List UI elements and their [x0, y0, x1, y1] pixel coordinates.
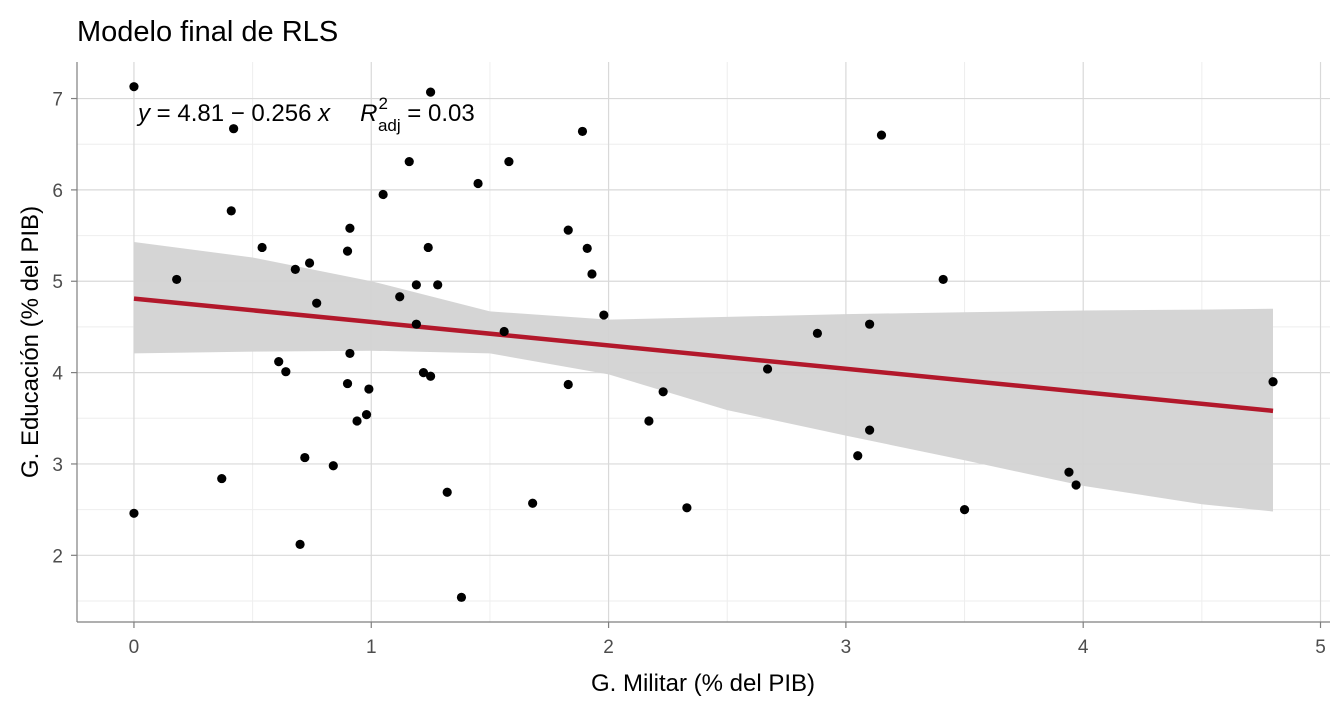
- data-point-44: [599, 310, 609, 320]
- data-point-8: [274, 357, 284, 367]
- confidence-ribbon: [134, 242, 1273, 512]
- data-point-24: [395, 292, 405, 302]
- data-point-16: [342, 246, 353, 256]
- data-point-28: [418, 368, 429, 378]
- data-point-4: [217, 473, 227, 484]
- y-tick-label: 4: [52, 364, 63, 385]
- y-tick-label: 6: [52, 181, 63, 202]
- data-point-43: [587, 269, 597, 279]
- data-point-5: [226, 206, 236, 216]
- data-point-42: [582, 243, 592, 253]
- equation-r-label: R: [360, 100, 377, 127]
- data-points: [129, 82, 1278, 602]
- y-tick-label: 3: [52, 455, 63, 476]
- data-point-58: [1268, 377, 1278, 387]
- data-point-40: [563, 379, 573, 390]
- data-point-36: [499, 326, 509, 337]
- data-point-2: [129, 508, 139, 518]
- data-point-31: [425, 87, 436, 97]
- data-point-22: [364, 384, 374, 394]
- x-axis-ticks: 0 1 2 3 4 5: [129, 622, 1326, 658]
- data-point-23: [378, 189, 388, 200]
- regression-equation: y = 4.81 − 0.256 x R2 adj = 0.03: [136, 94, 475, 135]
- data-point-45: [644, 416, 654, 426]
- equation-y-variable: y: [136, 100, 152, 127]
- equation-x-variable: x: [317, 100, 331, 127]
- data-point-19: [345, 348, 355, 359]
- data-point-55: [959, 505, 970, 515]
- x-tick-label: 4: [1078, 637, 1089, 658]
- data-point-47: [682, 503, 692, 513]
- data-point-37: [504, 156, 514, 167]
- data-point-30: [425, 371, 436, 381]
- data-point-18: [345, 223, 355, 233]
- data-point-27: [411, 319, 421, 329]
- equation-r-subscript: adj: [378, 116, 401, 135]
- x-tick-label: 0: [129, 637, 140, 658]
- data-point-17: [342, 378, 353, 389]
- data-point-54: [938, 274, 948, 285]
- data-point-26: [411, 280, 421, 290]
- data-point-33: [442, 487, 452, 497]
- data-point-15: [328, 461, 338, 471]
- chart-title: Modelo final de RLS: [77, 16, 338, 48]
- data-point-50: [853, 451, 863, 461]
- data-point-3: [172, 274, 182, 285]
- equation-r-superscript: 2: [378, 94, 387, 113]
- data-point-39: [563, 225, 573, 235]
- y-axis-title: G. Educación (% del PIB): [17, 206, 44, 478]
- data-point-13: [304, 258, 315, 268]
- data-point-6: [229, 124, 239, 134]
- data-point-48: [762, 364, 773, 374]
- data-point-20: [352, 416, 362, 426]
- data-point-11: [295, 539, 305, 549]
- equation-r-value: = 0.03: [401, 100, 475, 127]
- data-point-1: [129, 82, 139, 92]
- data-point-25: [404, 156, 414, 167]
- data-point-51: [865, 425, 875, 435]
- data-point-57: [1071, 480, 1081, 490]
- x-tick-label: 1: [366, 637, 377, 658]
- regression-line: [133, 296, 1274, 414]
- data-point-46: [658, 387, 668, 397]
- data-point-29: [423, 242, 433, 253]
- data-point-14: [312, 298, 322, 308]
- data-point-7: [257, 242, 267, 253]
- y-tick-label: 2: [52, 546, 63, 567]
- data-point-41: [577, 126, 588, 137]
- data-point-49: [812, 328, 823, 338]
- x-axis-title: G. Militar (% del PIB): [591, 670, 815, 697]
- data-point-52: [865, 319, 875, 329]
- data-point-9: [281, 367, 291, 377]
- data-point-53: [876, 130, 887, 140]
- y-tick-label: 5: [52, 272, 63, 293]
- data-point-34: [456, 592, 467, 602]
- data-point-56: [1064, 467, 1074, 477]
- data-point-32: [433, 280, 443, 290]
- x-tick-label: 2: [603, 637, 614, 658]
- data-point-21: [361, 410, 372, 420]
- data-point-12: [300, 452, 310, 463]
- equation-coefficients: = 4.81 − 0.256: [150, 100, 318, 127]
- data-point-35: [473, 178, 483, 189]
- y-tick-label: 7: [52, 90, 63, 111]
- y-axis-ticks: 2 3 4 5 6 7: [52, 90, 77, 567]
- data-point-38: [528, 498, 538, 508]
- data-point-10: [290, 264, 300, 274]
- x-tick-label: 3: [841, 637, 852, 658]
- x-tick-label: 5: [1315, 637, 1326, 658]
